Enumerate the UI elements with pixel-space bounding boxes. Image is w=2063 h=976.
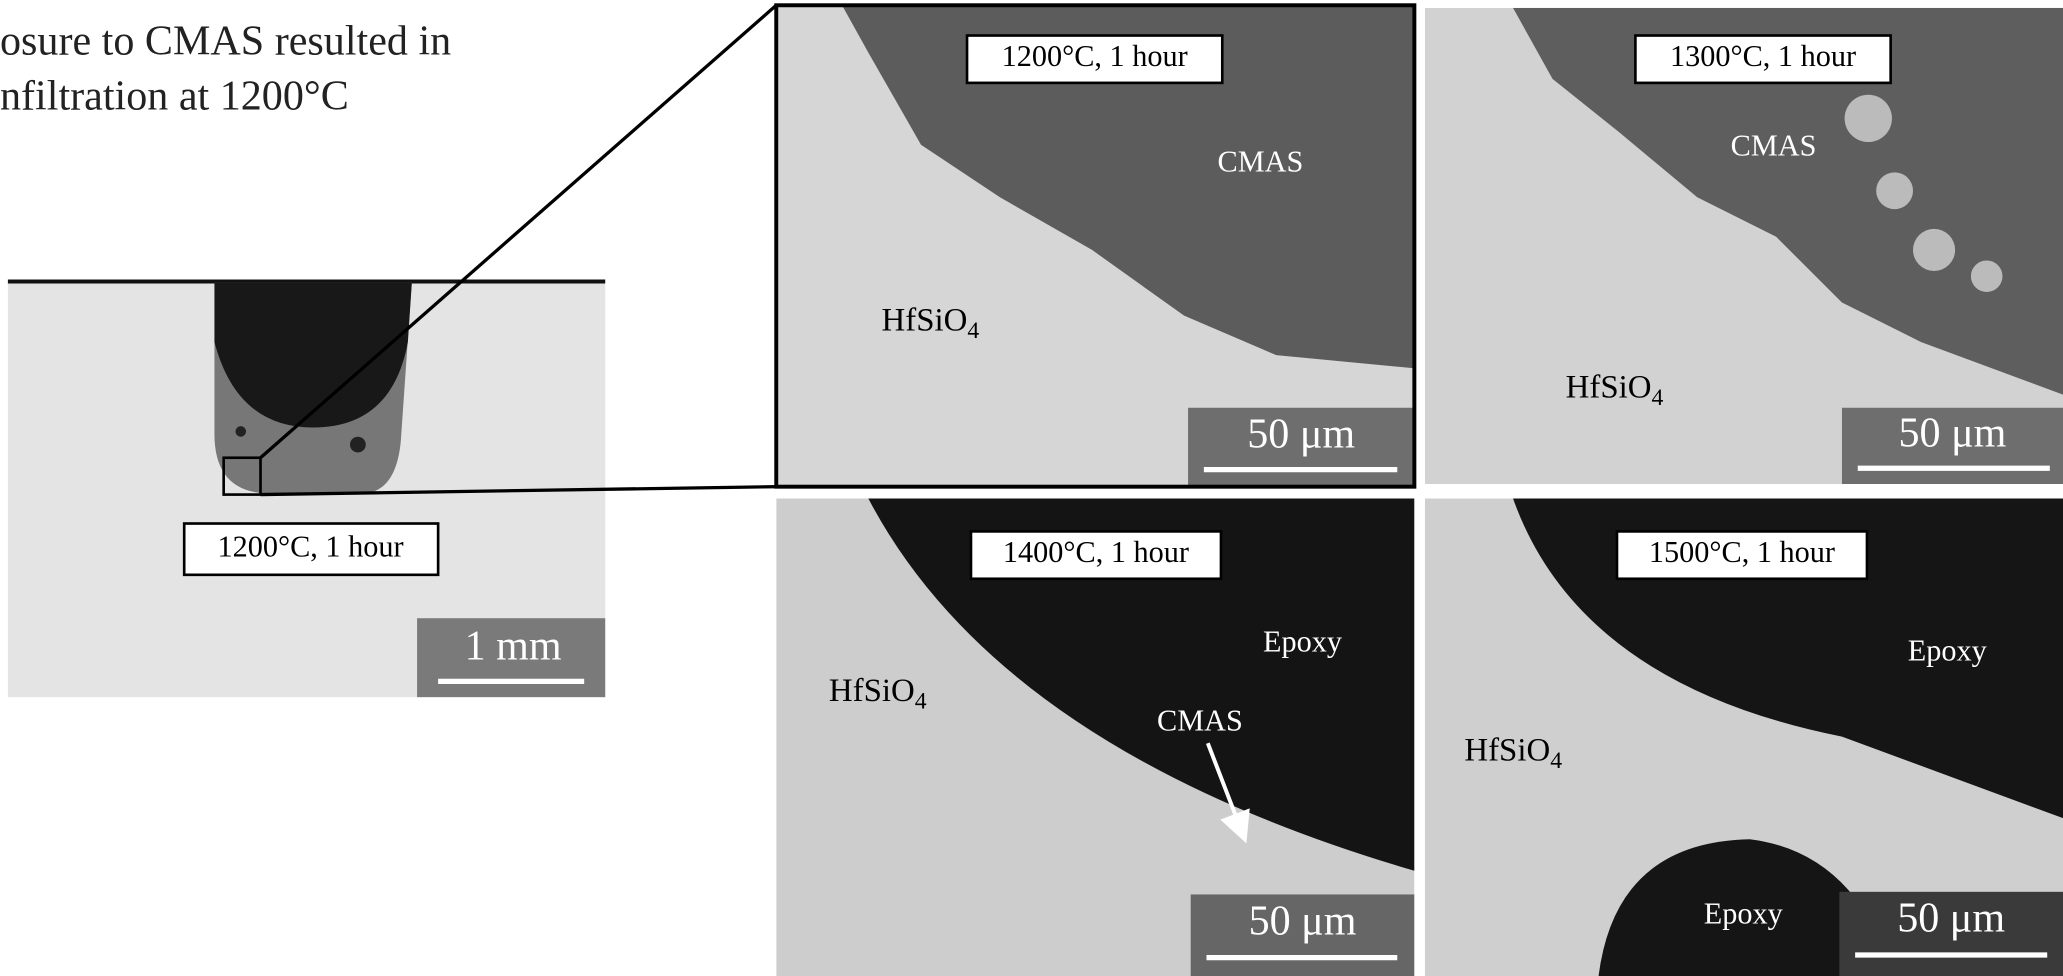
formula-subscript: 4	[1550, 748, 1562, 774]
formula: HfSiO	[1464, 732, 1550, 768]
formula-subscript: 4	[915, 689, 927, 715]
micrograph: 1300°C, 1 hour CMAS HfSiO4 50 μm	[1425, 8, 2063, 484]
caption-line: osure to CMAS resulted in	[0, 17, 451, 64]
scale-bar-label: 50 μm	[1249, 897, 1357, 944]
material-label: CMAS	[1731, 129, 1817, 163]
material-label: CMAS	[1157, 703, 1243, 737]
caption-line: nfiltration at 1200°C	[0, 73, 349, 120]
micrograph: 1400°C, 1 hour Epoxy CMAS HfSiO4 50 μm	[776, 499, 1414, 976]
formula: HfSiO	[882, 302, 968, 338]
panel-label: 1300°C, 1 hour	[1670, 39, 1856, 73]
formula-subscript: 4	[1652, 385, 1664, 411]
panel-label: 1400°C, 1 hour	[1003, 535, 1189, 569]
material-label: CMAS	[1218, 144, 1304, 178]
material-label: Epoxy	[1704, 897, 1783, 931]
material-label: Epoxy	[1908, 634, 1987, 668]
overview-label: 1200°C, 1 hour	[217, 530, 403, 564]
scale-bar-label: 1 mm	[465, 622, 562, 669]
figure: osure to CMAS resulted in nfiltration at…	[0, 0, 2063, 976]
panel-label: 1200°C, 1 hour	[1002, 39, 1188, 73]
formula: HfSiO	[1566, 369, 1652, 405]
scale-bar-label: 50 μm	[1247, 411, 1355, 458]
page: osure to CMAS resulted in nfiltration at…	[0, 0, 2063, 976]
formula-subscript: 4	[967, 318, 979, 344]
scale-bar-label: 50 μm	[1899, 409, 2007, 456]
formula: HfSiO	[829, 673, 915, 709]
scale-bar-label: 50 μm	[1897, 895, 2005, 942]
panel-label: 1500°C, 1 hour	[1649, 535, 1835, 569]
micrograph: 1200°C, 1 hour CMAS HfSiO4 50 μm	[776, 5, 1414, 486]
micrograph: 1500°C, 1 hour Epoxy Epoxy HfSiO4 50 μm	[1425, 499, 2063, 976]
material-label: Epoxy	[1263, 624, 1342, 658]
